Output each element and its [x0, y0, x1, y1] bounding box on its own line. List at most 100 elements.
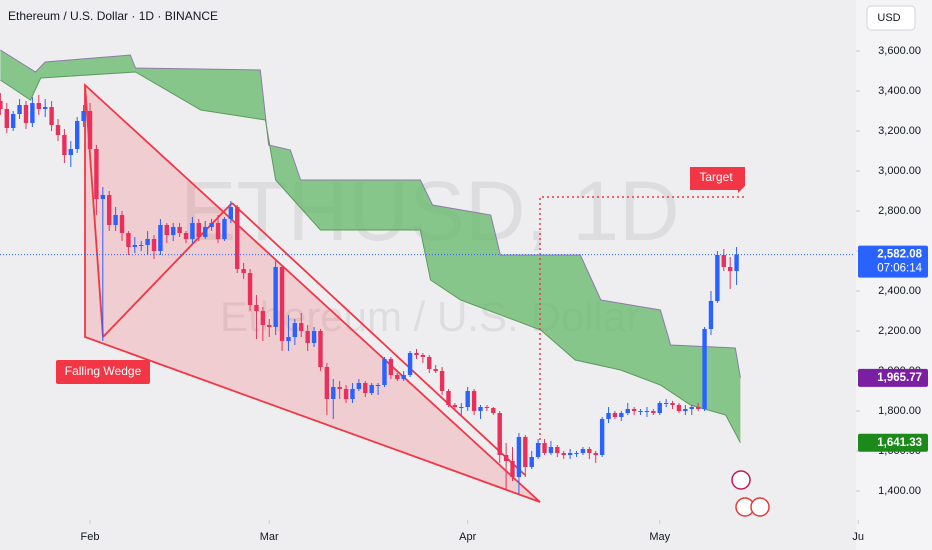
candle-body: [407, 353, 413, 375]
candle-body: [209, 223, 214, 227]
candle-body: [343, 389, 349, 399]
candle-body: [68, 149, 74, 155]
candle-body: [375, 385, 381, 386]
candle-body: [721, 255, 726, 267]
candle-body: [324, 367, 330, 399]
candle-body: [350, 389, 355, 399]
candle-body: [139, 245, 144, 246]
candle-body: [177, 227, 182, 233]
candle-body: [215, 223, 221, 239]
candle-body: [433, 369, 438, 371]
label-box: [56, 360, 150, 384]
price-label: 2,582.08: [877, 249, 922, 261]
candle-body: [30, 103, 35, 123]
candle-body: [683, 409, 688, 411]
candle-body: [459, 407, 464, 408]
candle-body: [75, 121, 80, 149]
candle-body: [62, 135, 67, 155]
candle-body: [382, 359, 387, 385]
candle-body: [567, 453, 573, 455]
candle-body: [311, 331, 317, 343]
candle-body: [151, 239, 157, 251]
wedge-drawing: [84, 82, 541, 503]
currency-button-text[interactable]: USD: [877, 12, 900, 24]
candle-body: [491, 408, 496, 413]
x-tick-label: Apr: [459, 531, 476, 543]
candle-body: [158, 225, 163, 251]
target-label: Target: [690, 167, 745, 193]
candle-body: [625, 409, 630, 413]
x-tick-label: Ju: [852, 531, 864, 543]
candle-body: [708, 301, 714, 329]
chart-title: Ethereum / U.S. Dollar · 1D · BINANCE: [8, 9, 218, 23]
candle-body: [638, 411, 643, 412]
candle-body: [260, 311, 266, 325]
y-tick-label: 1,400.00: [878, 485, 921, 497]
candle-body: [36, 103, 41, 109]
candle-body: [715, 255, 720, 301]
candle-body: [87, 111, 93, 149]
candles: [0, 93, 739, 494]
candle-body: [164, 225, 170, 235]
candle-body: [196, 223, 202, 237]
candle-body: [727, 267, 733, 271]
candle-body: [356, 383, 362, 389]
price-label: 1,965.77: [877, 372, 922, 384]
event-icon: [731, 470, 751, 490]
candle-body: [126, 233, 131, 247]
candle-body: [401, 375, 406, 379]
candle-body: [331, 387, 336, 399]
candle-body: [670, 403, 675, 405]
candle-body: [171, 227, 176, 235]
candle-body: [17, 105, 22, 114]
candle-body: [190, 223, 195, 239]
y-tick-label: 2,400.00: [878, 285, 921, 297]
label-text: Falling Wedge: [65, 364, 142, 378]
candle-body: [369, 385, 374, 393]
candle-body: [574, 453, 579, 454]
currency-button[interactable]: [866, 5, 916, 31]
candle-body: [273, 267, 278, 327]
price-label: 1,641.33: [877, 437, 922, 449]
candle-body: [119, 215, 125, 233]
candle-body: [55, 125, 61, 135]
y-tick-label: 3,200.00: [878, 125, 921, 137]
y-tick-label: 1,800.00: [878, 405, 921, 417]
candle-body: [420, 355, 426, 357]
price-label-box: [858, 245, 928, 278]
candle-body: [100, 195, 106, 199]
candle-body: [587, 449, 592, 453]
candle-body: [241, 269, 246, 273]
candle-body: [619, 413, 624, 417]
candle-body: [81, 111, 86, 121]
wedge-leg: [231, 202, 526, 476]
candle-body: [516, 437, 522, 477]
x-tick-label: Feb: [81, 531, 100, 543]
candle-body: [145, 239, 150, 245]
label-text: Target: [699, 170, 733, 184]
candle-body: [612, 413, 618, 417]
candle-body: [305, 331, 310, 343]
y-tick-label: 3,400.00: [878, 85, 921, 97]
axes: 1,400.001,600.001,800.002,000.002,200.00…: [0, 45, 928, 543]
candle-body: [695, 407, 701, 409]
candle-body: [484, 407, 490, 408]
event-icon: [750, 497, 770, 517]
candle-body: [446, 391, 451, 405]
price-label-box: [858, 433, 928, 452]
x-tick-label: Mar: [260, 531, 279, 543]
candle-body: [702, 329, 707, 409]
y-tick-label: 3,000.00: [878, 165, 921, 177]
candle-body: [510, 461, 515, 477]
candle-body: [388, 359, 394, 375]
candle-body: [606, 413, 611, 419]
candle-body: [555, 447, 560, 453]
countdown: 07:06:14: [877, 263, 922, 275]
candle-body: [132, 245, 138, 247]
cloud-layer: [0, 49, 741, 443]
candle-body: [542, 443, 547, 453]
candle-body: [107, 195, 112, 225]
candle-body: [644, 411, 650, 412]
candle-body: [292, 323, 298, 337]
